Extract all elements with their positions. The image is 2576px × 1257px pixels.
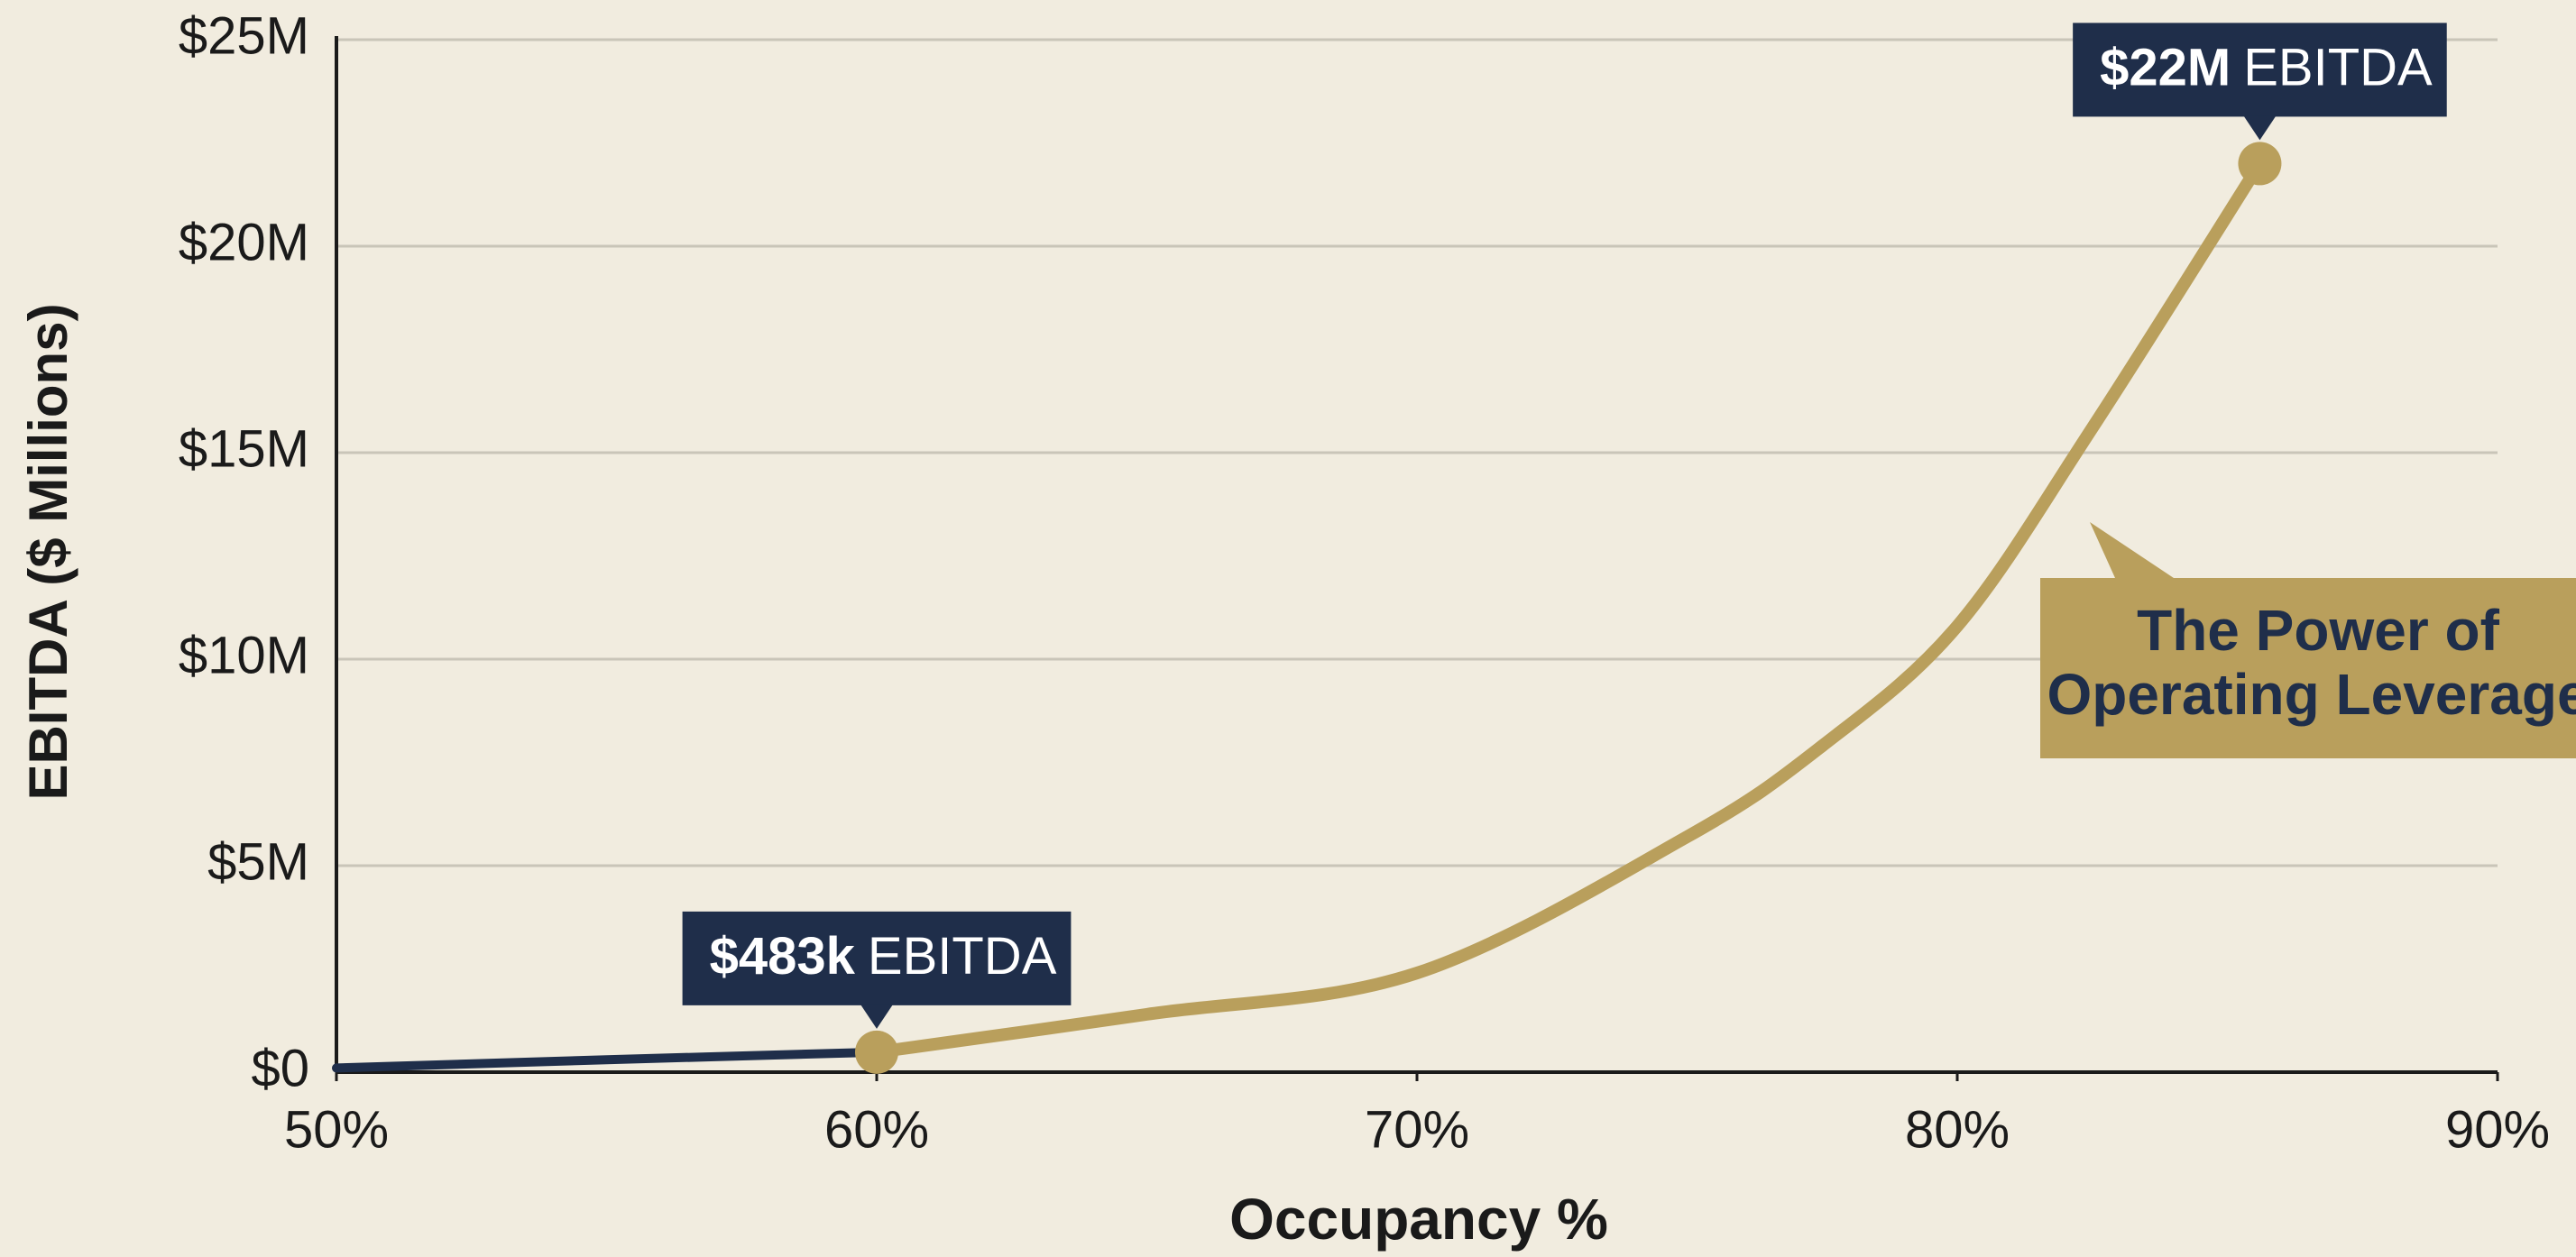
callout-text: The Power of <box>2137 598 2500 663</box>
x-tick-label: 70% <box>1365 1100 1469 1159</box>
callout-box <box>2040 522 2576 758</box>
x-tick-label: 50% <box>284 1100 389 1159</box>
annotation-box <box>2073 23 2447 117</box>
y-tick-label: $20M <box>179 213 309 271</box>
point-marker <box>2238 142 2282 186</box>
x-tick-label: 90% <box>2445 1100 2550 1159</box>
annotation-pointer <box>2243 115 2277 141</box>
x-tick-label: 80% <box>1905 1100 2010 1159</box>
annotation-suffix: EBITDA <box>2243 39 2433 97</box>
annotation-text: $483k EBITDA <box>710 927 1057 986</box>
annotation-value: $483k <box>710 927 856 986</box>
y-tick-label: $10M <box>179 626 309 684</box>
line <box>332 1047 881 1073</box>
line <box>870 157 2267 1059</box>
annotation: $483k EBITDA <box>682 911 1072 1029</box>
y-tick-label: $0 <box>251 1039 309 1097</box>
callout-text: Operating Leverage <box>2047 662 2576 727</box>
x-tick-label: 60% <box>824 1100 929 1159</box>
annotation-box <box>682 911 1072 1005</box>
point-marker <box>855 1030 898 1074</box>
y-tick-label: $5M <box>207 832 309 891</box>
annotation-pointer <box>860 1004 893 1029</box>
annotation-suffix: EBITDA <box>868 927 1057 986</box>
y-tick-label: $25M <box>179 6 309 65</box>
y-tick-label: $15M <box>179 419 309 478</box>
annotation-text: $22M EBITDA <box>2100 39 2433 97</box>
annotation-value: $22M <box>2100 39 2231 97</box>
x-axis-title: Occupancy % <box>1229 1187 1608 1252</box>
y-axis-title: EBITDA ($ Millions) <box>18 303 78 800</box>
annotation: $22M EBITDA <box>2073 23 2447 141</box>
